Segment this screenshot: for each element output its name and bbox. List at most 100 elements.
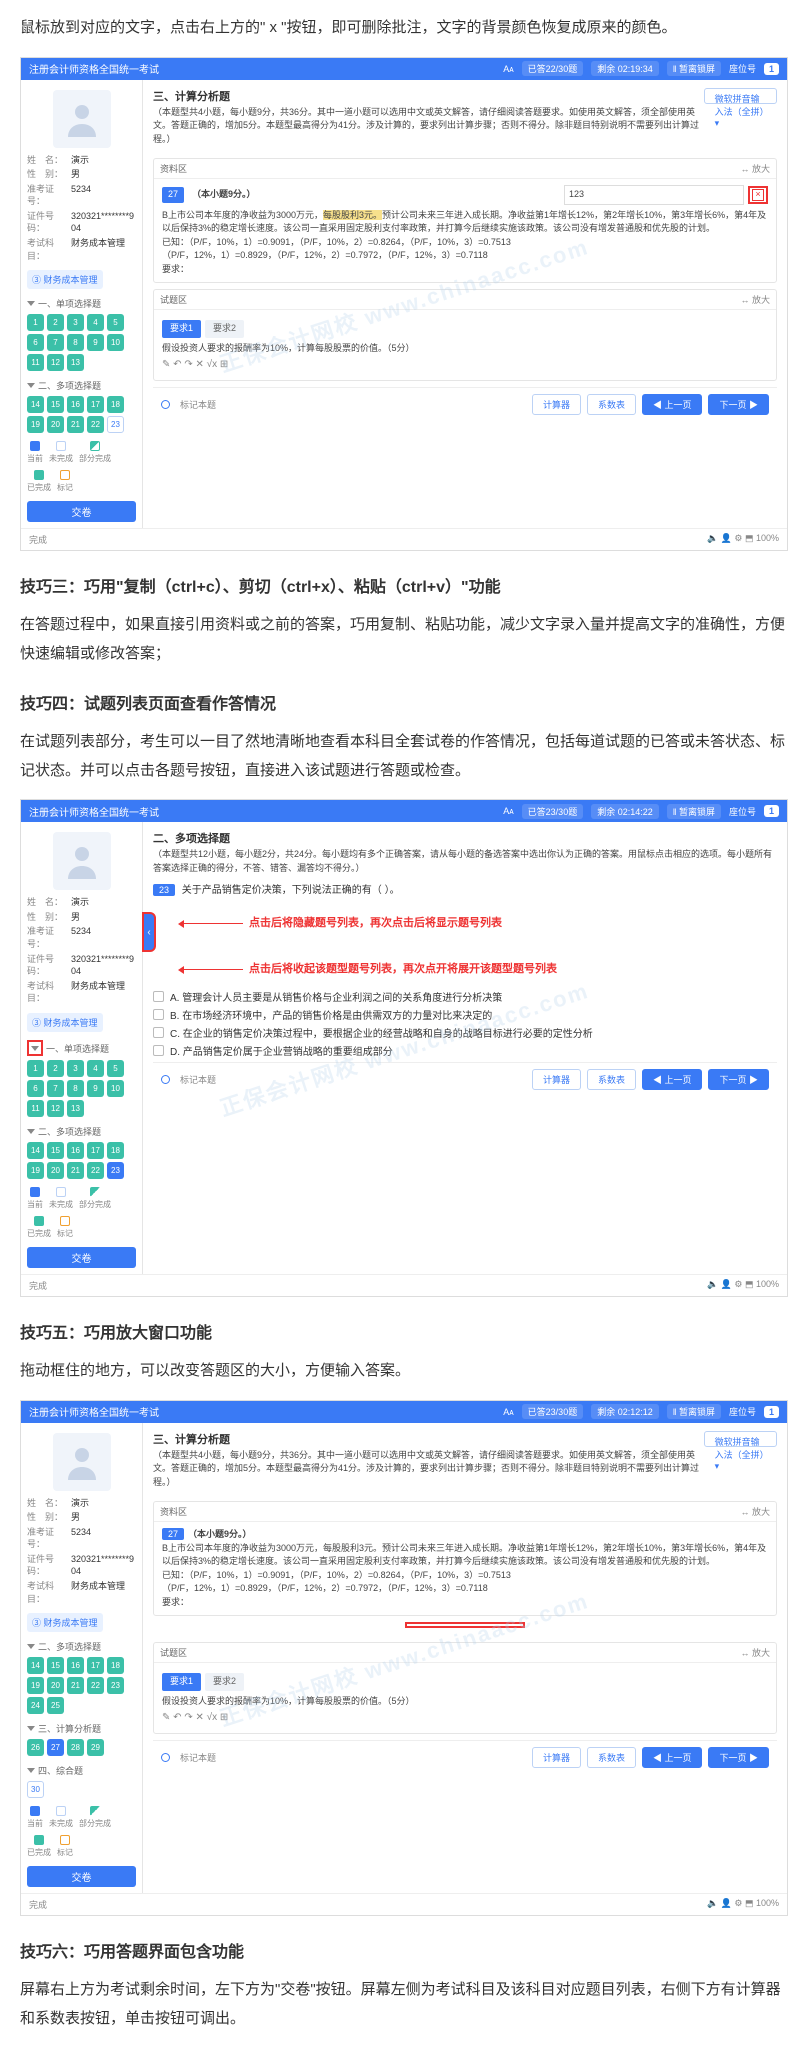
prev-button[interactable]: ◀ 上一页	[642, 394, 703, 415]
next-button[interactable]: 下一页 ▶	[708, 394, 769, 415]
question-13[interactable]: 13	[67, 1100, 84, 1117]
question-28[interactable]: 28	[67, 1739, 84, 1756]
progress-pill: 已答22/30题	[522, 61, 584, 76]
question-20[interactable]: 20	[47, 416, 64, 433]
question-17[interactable]: 17	[87, 396, 104, 413]
question-5[interactable]: 5	[107, 314, 124, 331]
mark-question[interactable]: 标记本题	[180, 398, 216, 411]
ime-button[interactable]: 微软拼音输入法（全拼）▾	[704, 88, 777, 104]
calc-button[interactable]: 计算器	[532, 394, 581, 415]
section-desc: （本题型共4小题，每小题9分，共36分。其中一道小题可以选用中文或英文解答，请仔…	[153, 106, 704, 147]
question-3[interactable]: 3	[67, 314, 84, 331]
question-5[interactable]: 5	[107, 1060, 124, 1077]
question-22[interactable]: 22	[87, 1162, 104, 1179]
question-24[interactable]: 24	[27, 1697, 44, 1714]
exam-screenshot-1: 注册会计师资格全国统一考试 Aᴀ 已答22/30题 剩余 02:19:34 ‖ …	[20, 57, 788, 552]
group-1-title[interactable]: 一、单项选择题	[27, 297, 136, 310]
question-8[interactable]: 8	[67, 334, 84, 351]
question-23[interactable]: 23	[107, 416, 124, 433]
question-7[interactable]: 7	[47, 334, 64, 351]
question-12[interactable]: 12	[47, 1100, 64, 1117]
option-d[interactable]: D. 产品销售定价属于企业营销战略的重要组成部分	[153, 1043, 777, 1058]
question-8[interactable]: 8	[67, 1080, 84, 1097]
question-17[interactable]: 17	[87, 1657, 104, 1674]
known-line-1: 已知：（P/F，10%，1）=0.9091，（P/F，10%，2）=0.8264…	[162, 236, 768, 250]
question-3[interactable]: 3	[67, 1060, 84, 1077]
zoom-button[interactable]: ↔ 放大	[740, 162, 770, 175]
question-21[interactable]: 21	[67, 1677, 84, 1694]
question-2[interactable]: 2	[47, 1060, 64, 1077]
question-21[interactable]: 21	[67, 1162, 84, 1179]
option-c[interactable]: C. 在企业的销售定价决策过程中，要根据企业的经营战略和自身的战略目标进行必要的…	[153, 1025, 777, 1040]
option-b[interactable]: B. 在市场经济环境中，产品的销售价格是由供需双方的力量对比来决定的	[153, 1007, 777, 1022]
zoom-button-2[interactable]: ↔ 放大	[740, 293, 770, 306]
req-tab-1[interactable]: 要求1	[162, 320, 201, 338]
pause-button[interactable]: ‖ 暂离锁屏	[667, 61, 721, 76]
question-6[interactable]: 6	[27, 1080, 44, 1097]
question-23[interactable]: 23	[107, 1162, 124, 1179]
question-6[interactable]: 6	[27, 334, 44, 351]
question-23[interactable]: 23	[107, 1677, 124, 1694]
question-19[interactable]: 19	[27, 1162, 44, 1179]
question-27[interactable]: 27	[47, 1739, 64, 1756]
question-14[interactable]: 14	[27, 1657, 44, 1674]
question-2[interactable]: 2	[47, 314, 64, 331]
question-16[interactable]: 16	[67, 1657, 84, 1674]
question-4[interactable]: 4	[87, 314, 104, 331]
tip-4-heading: 技巧四：试题列表页面查看作答情况	[20, 690, 788, 714]
question-11[interactable]: 11	[27, 1100, 44, 1117]
question-11[interactable]: 11	[27, 354, 44, 371]
question-20[interactable]: 20	[47, 1162, 64, 1179]
exam-topbar: 注册会计师资格全国统一考试 Aᴀ 已答22/30题 剩余 02:19:34 ‖ …	[21, 58, 787, 80]
question-18[interactable]: 18	[107, 1657, 124, 1674]
question-1[interactable]: 1	[27, 314, 44, 331]
question-13[interactable]: 13	[67, 354, 84, 371]
coef-button[interactable]: 系数表	[587, 394, 636, 415]
collapse-toggle[interactable]: ‹	[142, 912, 156, 952]
question-25[interactable]: 25	[47, 1697, 64, 1714]
question-1[interactable]: 1	[27, 1060, 44, 1077]
question-18[interactable]: 18	[107, 396, 124, 413]
question-14[interactable]: 14	[27, 396, 44, 413]
known-line-2: （P/F，12%，1）=0.8929，（P/F，12%，2）=0.7972，（P…	[162, 249, 768, 263]
question-9[interactable]: 9	[87, 1080, 104, 1097]
question-22[interactable]: 22	[87, 416, 104, 433]
question-18[interactable]: 18	[107, 1142, 124, 1159]
exam-screenshot-2: 注册会计师资格全国统一考试 Aᴀ 已答23/30题 剩余 02:14:22 ‖ …	[20, 799, 788, 1297]
subject-tab[interactable]: ③ 财务成本管理	[27, 270, 103, 289]
tip-5-heading: 技巧五：巧用放大窗口功能	[20, 1319, 788, 1343]
question-4[interactable]: 4	[87, 1060, 104, 1077]
submit-button[interactable]: 交卷	[27, 501, 136, 522]
question-15[interactable]: 15	[47, 1142, 64, 1159]
question-20[interactable]: 20	[47, 1677, 64, 1694]
question-15[interactable]: 15	[47, 1657, 64, 1674]
question-10[interactable]: 10	[107, 334, 124, 351]
question-22[interactable]: 22	[87, 1677, 104, 1694]
question-16[interactable]: 16	[67, 396, 84, 413]
annotation-1: 点击后将隐藏题号列表，再次点击后将显示题号列表	[183, 914, 502, 930]
question-15[interactable]: 15	[47, 396, 64, 413]
question-26[interactable]: 26	[27, 1739, 44, 1756]
question-12[interactable]: 12	[47, 354, 64, 371]
question-19[interactable]: 19	[27, 1677, 44, 1694]
requirement-text: 假设投资人要求的报酬率为10%，计算每股股票的价值。（5分）	[162, 342, 768, 356]
annotation-input[interactable]: 123	[564, 185, 744, 205]
tip-3-paragraph: 在答题过程中，如果直接引用资料或之前的答案，巧用复制、粘贴功能，减少文字录入量并…	[20, 611, 788, 668]
close-annotation-button[interactable]: ×	[748, 186, 768, 204]
question-19[interactable]: 19	[27, 416, 44, 433]
question-30[interactable]: 30	[27, 1781, 44, 1798]
question-9[interactable]: 9	[87, 334, 104, 351]
font-size-icon[interactable]: Aᴀ	[503, 64, 513, 74]
question-7[interactable]: 7	[47, 1080, 64, 1097]
req-tab-2[interactable]: 要求2	[205, 320, 244, 338]
group-2-title[interactable]: 二、多项选择题	[27, 379, 136, 392]
editor-toolbar[interactable]: ✎ ↶ ↷ ✕ √x ⊞	[162, 355, 768, 374]
question-14[interactable]: 14	[27, 1142, 44, 1159]
question-16[interactable]: 16	[67, 1142, 84, 1159]
question-29[interactable]: 29	[87, 1739, 104, 1756]
question-17[interactable]: 17	[87, 1142, 104, 1159]
option-a[interactable]: A. 管理会计人员主要是从销售价格与企业利润之间的关系角度进行分析决策	[153, 989, 777, 1004]
resize-handle[interactable]	[405, 1622, 525, 1628]
question-10[interactable]: 10	[107, 1080, 124, 1097]
question-21[interactable]: 21	[67, 416, 84, 433]
